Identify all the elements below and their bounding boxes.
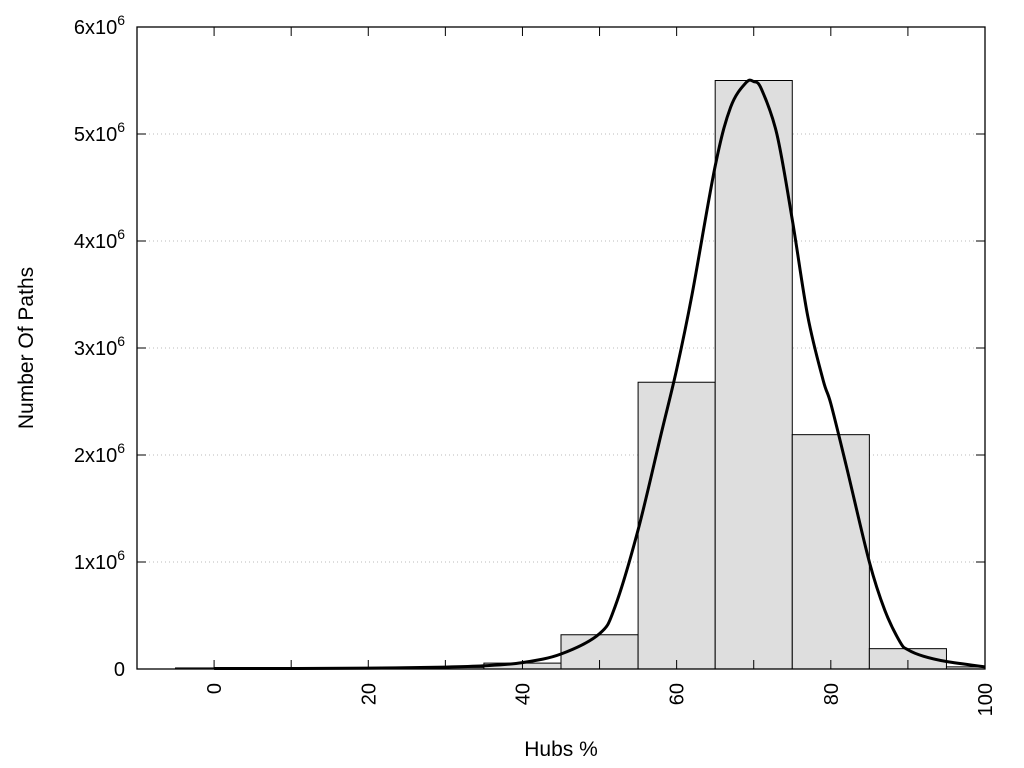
x-axis: 0 20 40 60 80 100 (204, 27, 997, 716)
x-tick-label-1: 20 (358, 683, 380, 705)
y-tick-label-4: 4x106 (74, 226, 125, 253)
bar-6 (637, 381, 716, 670)
x-tick-label-3: 60 (667, 683, 689, 705)
y-tick-label-6: 6x106 (74, 12, 125, 39)
bar-7 (714, 80, 793, 670)
y-tick-label-1: 1x106 (74, 547, 125, 574)
x-tick-label-4: 80 (821, 683, 843, 705)
bar-8 (791, 434, 870, 670)
x-tick-label-0: 0 (204, 683, 226, 694)
histogram-bars (175, 80, 986, 670)
y-axis-title: Number Of Paths (15, 267, 38, 429)
y-tick-label-5: 5x106 (74, 119, 125, 146)
x-tick-label-5: 100 (975, 683, 997, 716)
y-tick-label-3: 3x106 (74, 333, 125, 360)
y-tick-label-2: 2x106 (74, 440, 125, 467)
y-tick-label-0: 0 (114, 659, 125, 681)
y-axis: 0 1x106 2x106 3x106 4x106 5x106 6x106 (74, 12, 985, 681)
grid-lines (137, 133, 985, 563)
x-axis-title: Hubs % (524, 738, 598, 761)
x-tick-label-2: 40 (512, 683, 534, 705)
